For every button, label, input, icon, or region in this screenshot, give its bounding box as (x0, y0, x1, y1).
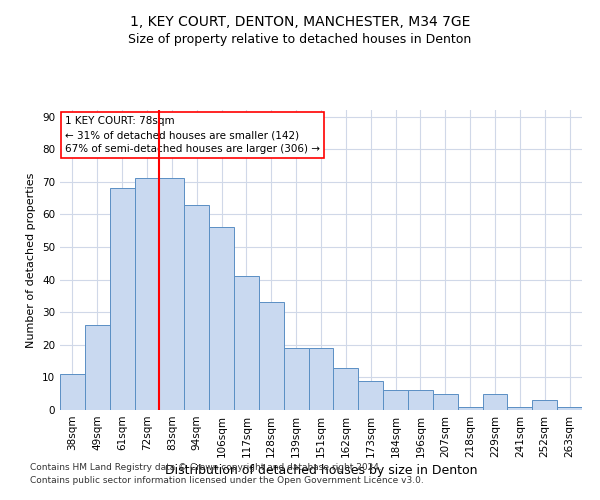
Text: 1 KEY COURT: 78sqm
← 31% of detached houses are smaller (142)
67% of semi-detach: 1 KEY COURT: 78sqm ← 31% of detached hou… (65, 116, 320, 154)
Bar (259, 302, 284, 410)
Bar (184, 204, 209, 410)
Bar (134, 178, 160, 410)
Bar (458, 406, 482, 410)
Bar (209, 228, 234, 410)
Bar (308, 348, 334, 410)
Text: 1, KEY COURT, DENTON, MANCHESTER, M34 7GE: 1, KEY COURT, DENTON, MANCHESTER, M34 7G… (130, 15, 470, 29)
Bar (160, 178, 184, 410)
Bar (433, 394, 458, 410)
Bar (358, 380, 383, 410)
X-axis label: Distribution of detached houses by size in Denton: Distribution of detached houses by size … (165, 464, 477, 477)
Bar (557, 406, 582, 410)
Bar (110, 188, 134, 410)
Bar (482, 394, 508, 410)
Bar (284, 348, 308, 410)
Bar (408, 390, 433, 410)
Bar (85, 325, 110, 410)
Text: Size of property relative to detached houses in Denton: Size of property relative to detached ho… (128, 32, 472, 46)
Bar (508, 406, 532, 410)
Bar (334, 368, 358, 410)
Bar (60, 374, 85, 410)
Text: Contains HM Land Registry data © Crown copyright and database right 2024.: Contains HM Land Registry data © Crown c… (30, 464, 382, 472)
Y-axis label: Number of detached properties: Number of detached properties (26, 172, 37, 348)
Bar (532, 400, 557, 410)
Text: Contains public sector information licensed under the Open Government Licence v3: Contains public sector information licen… (30, 476, 424, 485)
Bar (383, 390, 408, 410)
Bar (234, 276, 259, 410)
